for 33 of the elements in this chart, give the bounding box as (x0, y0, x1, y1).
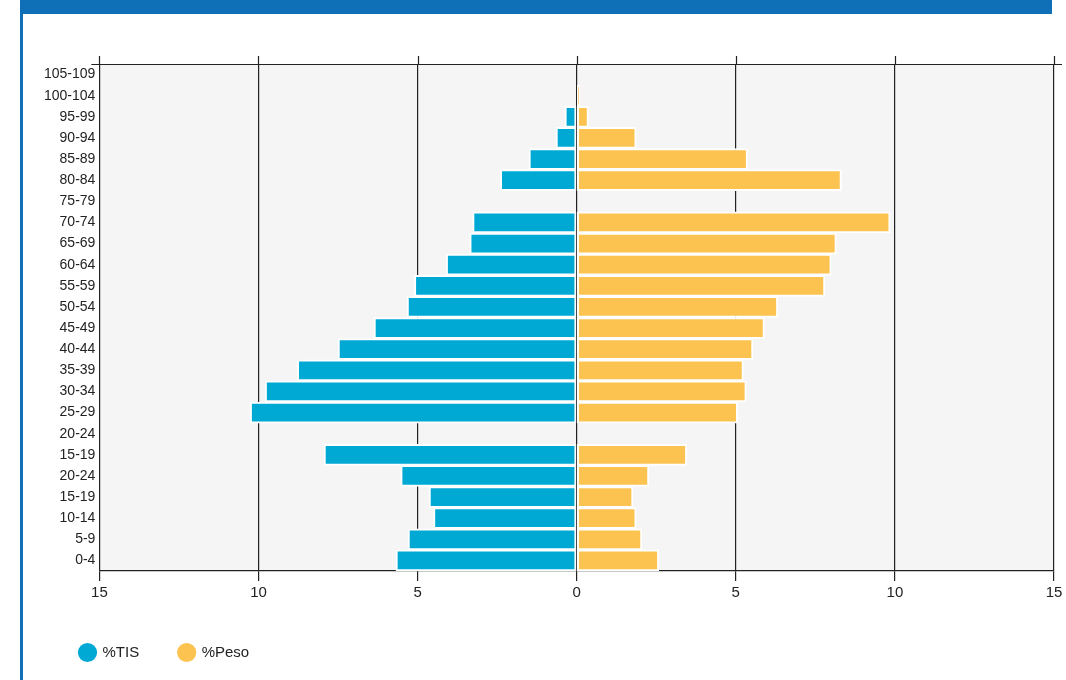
y-tick-label: 80-84 (59, 171, 96, 188)
y-tick-label: 70-74 (59, 213, 96, 230)
y-tick-label: 15-19 (59, 445, 96, 462)
x-tick-label: 5 (413, 583, 422, 601)
legend-label: %Peso (201, 642, 250, 660)
y-tick-label: 5-9 (75, 530, 96, 547)
y-tick-label: 10-14 (59, 509, 96, 526)
y-tick-label: 90-94 (59, 128, 96, 145)
y-tick-label: 65-69 (59, 234, 96, 251)
x-tick-label: 5 (731, 583, 740, 601)
y-tick-label: 75-79 (59, 192, 96, 209)
legend-label: %TIS (102, 642, 140, 660)
y-tick-label: 50-54 (59, 297, 96, 314)
y-tick-label: 0-4 (75, 551, 96, 568)
y-tick-label: 45-49 (59, 318, 96, 335)
y-tick-label: 85-89 (59, 149, 96, 166)
x-tick-label: 10 (886, 583, 904, 601)
y-tick-label: 40-44 (59, 340, 96, 357)
y-tick-label: 15-19 (59, 487, 96, 504)
y-tick-label: 95-99 (59, 107, 96, 124)
y-tick-label: 55-59 (59, 276, 96, 293)
x-tick-label: 0 (572, 583, 581, 601)
y-tick-label: 100-104 (43, 86, 96, 103)
y-tick-label: 35-39 (59, 361, 96, 378)
x-tick-label: 15 (1045, 583, 1063, 601)
y-tick-label: 60-64 (59, 255, 96, 272)
x-tick-label: 10 (250, 583, 267, 601)
y-tick-label: 20-24 (59, 424, 96, 441)
x-tick-label: 15 (91, 583, 108, 601)
y-tick-label: 105-109 (43, 65, 96, 82)
y-tick-label: 25-29 (59, 403, 96, 420)
y-tick-label: 30-34 (59, 382, 96, 399)
y-tick-label: 20-24 (59, 466, 96, 483)
